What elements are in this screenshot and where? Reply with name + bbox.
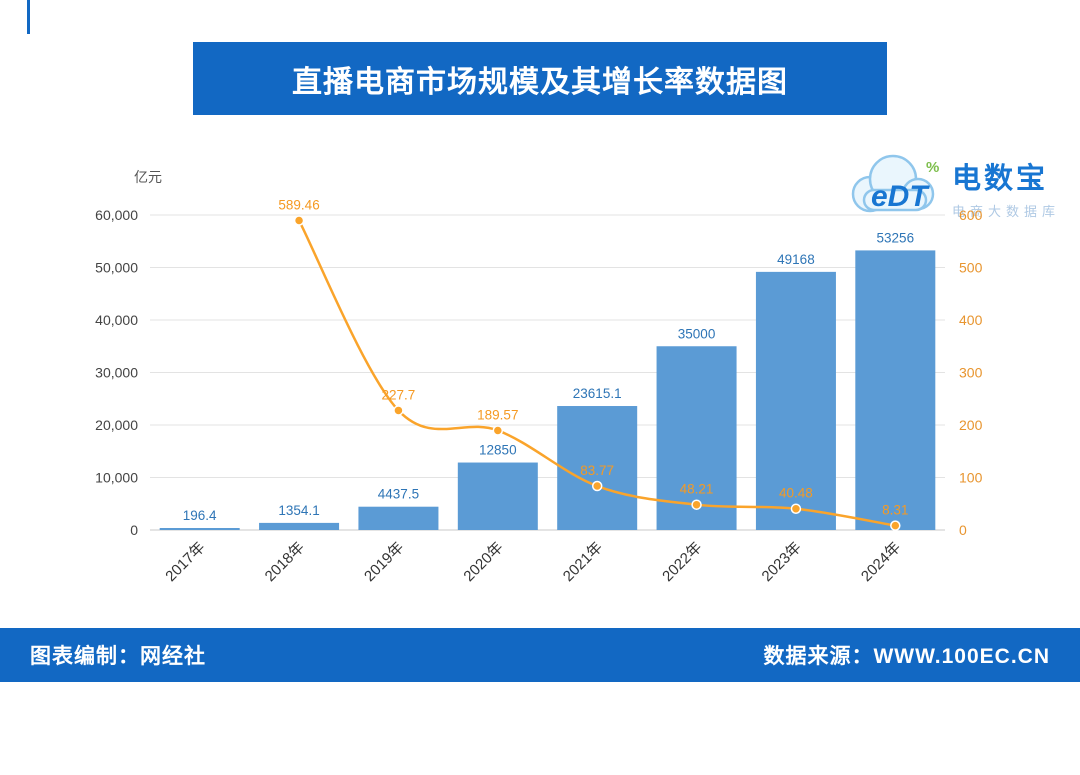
brand-logo: eDT % 电数宝 电商大数据库: [838, 146, 1060, 228]
x-axis-tick: 2020年: [460, 539, 506, 585]
logo-percent-text: %: [926, 159, 939, 176]
bar-value-label: 49168: [777, 252, 815, 267]
x-axis-tick: 2022年: [659, 539, 705, 585]
x-axis-tick: 2023年: [759, 539, 805, 585]
footer-bar: 图表编制：网经社 数据来源：WWW.100EC.CN: [0, 628, 1080, 682]
y-axis-title: 亿元: [134, 169, 162, 185]
y-axis-left-tick: 40,000: [95, 312, 138, 328]
logo-mark-text: eDT: [871, 180, 930, 213]
y-axis-right-tick: 0: [959, 522, 967, 538]
bar: [358, 506, 439, 530]
chart-title: 直播电商市场规模及其增长率数据图: [292, 65, 788, 99]
y-axis-right-tick: 500: [959, 260, 983, 276]
y-axis-right-tick: 600: [959, 207, 983, 223]
bar: [656, 346, 737, 530]
y-axis-right-tick: 300: [959, 365, 983, 381]
line-point: [890, 520, 901, 531]
x-axis-tick: 2017年: [162, 539, 208, 585]
line-value-label: 589.46: [278, 198, 319, 213]
bar-value-label: 196.4: [183, 508, 217, 523]
chart-title-banner: 直播电商市场规模及其增长率数据图: [193, 42, 887, 115]
bar: [755, 271, 836, 530]
line-point: [393, 405, 404, 416]
chart-area: 0 10,000 20,000 30,000 40,000 50,000 60,000 0 10…: [0, 140, 1080, 610]
bar: [457, 462, 538, 530]
y-axis-left-tick: 50,000: [95, 260, 138, 276]
bar-value-label: 35000: [678, 326, 716, 341]
left-accent-mark: [27, 0, 30, 34]
bar: [259, 522, 340, 530]
y-axis-right-tick: 400: [959, 312, 983, 328]
line-value-label: 40.48: [779, 486, 813, 501]
line-value-label: 8.31: [882, 503, 908, 518]
y-axis-left-tick: 30,000: [95, 365, 138, 381]
line-value-label: 48.21: [680, 482, 714, 497]
y-axis-left-tick: 60,000: [95, 207, 138, 223]
x-axis-tick: 2019年: [361, 539, 407, 585]
x-axis-tick: 2018年: [262, 539, 308, 585]
logo-subtitle: 电商大数据库: [952, 203, 1061, 219]
footer-credit: 图表编制：网经社: [30, 645, 206, 668]
line-point: [293, 215, 305, 226]
x-axis-tick: 2024年: [858, 539, 904, 585]
line-value-label: 227.7: [382, 387, 416, 402]
x-axis-tick: 2021年: [560, 539, 606, 585]
line-point: [790, 503, 802, 514]
line-point: [691, 499, 702, 510]
bar-value-label: 53256: [877, 230, 915, 245]
line-point: [492, 425, 504, 436]
bar: [557, 406, 638, 530]
bar-value-label: 12850: [479, 443, 517, 458]
bar-value-label: 23615.1: [573, 386, 622, 401]
y-axis-right-tick: 200: [959, 417, 983, 433]
y-axis-left-tick: 10,000: [95, 470, 138, 486]
bar: [855, 250, 936, 530]
combo-chart: 0 10,000 20,000 30,000 40,000 50,000 60,000 0 10…: [95, 169, 983, 585]
bar: [159, 528, 240, 530]
logo-text: 电数宝 电商大数据库: [952, 155, 1060, 220]
footer-source: 数据来源：WWW.100EC.CN: [763, 645, 1050, 668]
logo-brand: 电数宝: [952, 162, 1049, 195]
y-axis-left-tick: 0: [130, 522, 138, 538]
y-axis-left-tick: 20,000: [95, 417, 138, 433]
line-value-label: 189.57: [477, 407, 518, 422]
y-axis-right-tick: 100: [959, 470, 983, 486]
line-value-label: 83.77: [580, 463, 614, 478]
cloud-logo-icon: eDT %: [851, 154, 939, 213]
bar-value-label: 4437.5: [378, 487, 419, 502]
line-point: [591, 480, 603, 492]
bar-value-label: 1354.1: [278, 503, 319, 518]
